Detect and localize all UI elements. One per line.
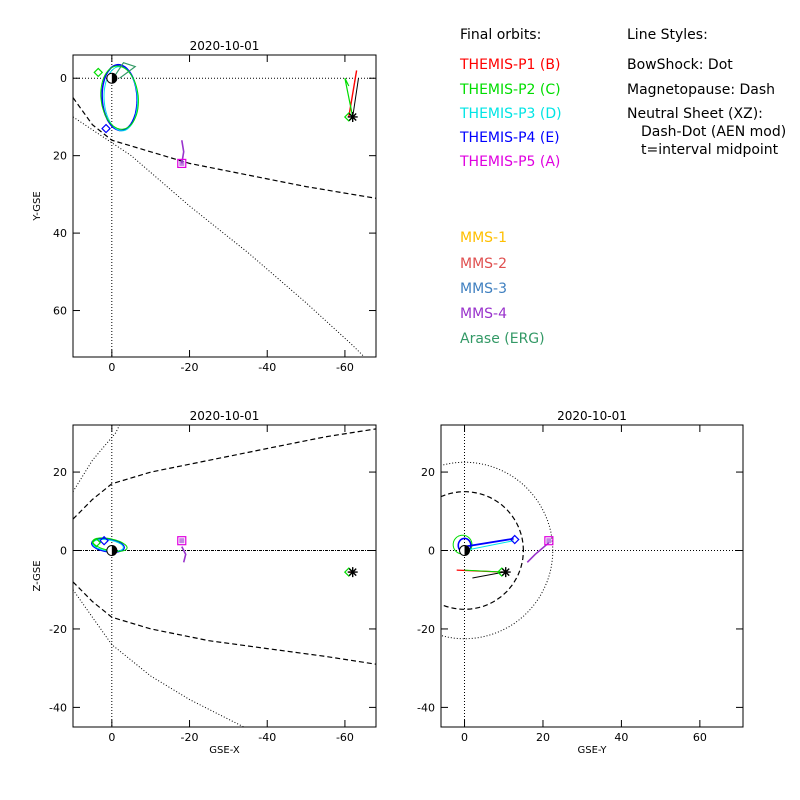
panel-title: 2020-10-01 (190, 409, 260, 423)
earth-night-side (111, 545, 117, 556)
y-tick-label: 0 (60, 545, 67, 558)
themis-p5-marker-fill (179, 160, 185, 166)
magnetopause-line (73, 97, 376, 199)
earth-night-side (464, 545, 470, 556)
legend-mms-3: MMS-3 (460, 281, 508, 297)
themis-p2-marker (93, 67, 104, 78)
themis-p1-track (348, 70, 358, 118)
mms-4-track (526, 542, 550, 563)
y-tick-label: -20 (417, 623, 435, 636)
bowshock-lower (73, 589, 245, 727)
themis-p5-marker-fill (546, 538, 552, 544)
x-axis-label: GSE-Y (578, 745, 608, 756)
themis-p1-star-marker (500, 567, 511, 578)
themis-p2-track (464, 569, 504, 573)
styles-bowshock: BowShock: Dot (627, 57, 733, 73)
y-axis-label: Y-GSE (32, 191, 43, 221)
legend-mms-1: MMS-1 (460, 230, 508, 246)
plot-frame (440, 424, 744, 728)
panel-xz: 0 -20 -40 -60 20 0 -20 -40 2020-10-01 GSE-X Z-GSE (32, 409, 377, 756)
bowshock-circle (441, 461, 554, 640)
themis-p2-marker (91, 537, 102, 548)
y-tick-label: 20 (53, 466, 67, 479)
themis-p3-track (464, 540, 514, 551)
y-tick-label: -40 (49, 701, 67, 714)
y-tick-label: 0 (428, 545, 435, 558)
magnetopause-circle (441, 491, 524, 610)
y-tick-label: 20 (421, 466, 435, 479)
styles-heading: Line Styles: (627, 27, 708, 43)
styles-aen: Dash-Dot (AEN mod) (641, 124, 787, 140)
x-tick-label: 20 (536, 731, 550, 744)
x-tick-label: -20 (181, 361, 199, 374)
y-tick-label: -40 (417, 701, 435, 714)
x-tick-label: -20 (181, 731, 199, 744)
themis-p4-orbit (91, 537, 125, 553)
themis-p3-orbit (103, 66, 138, 132)
styles-neutral-sheet: Neutral Sheet (XZ): (627, 106, 763, 122)
themis-p4-track (464, 537, 514, 548)
themis-p1-star-marker (347, 567, 358, 578)
x-tick-label: 0 (461, 731, 468, 744)
mms-4-track (181, 546, 187, 563)
panel-xy: 0 -20 -40 -60 0 20 40 60 2020-10-01 Y-GSE (32, 39, 377, 374)
themis-p5-marker (544, 536, 554, 546)
legend-heading: Final orbits: (460, 27, 542, 43)
x-tick-label: -40 (258, 361, 276, 374)
y-tick-label: -20 (49, 623, 67, 636)
themis-p4-marker (99, 535, 109, 546)
plot-frame (72, 424, 377, 728)
bowshock-line (73, 116, 366, 357)
legend-themis-p3: THEMIS-P3 (D) (460, 106, 562, 122)
x-tick-label: -60 (336, 731, 354, 744)
plot-area (73, 425, 376, 727)
legend-arase: Arase (ERG) (460, 331, 545, 347)
themis-p5-marker-fill (179, 538, 185, 544)
themis-p2-track (344, 77, 354, 118)
magnetopause-lower (73, 581, 376, 665)
legend-themis-p2: THEMIS-P2 (C) (460, 82, 561, 98)
styles-magnetopause: Magnetopause: Dash (627, 82, 776, 98)
themis-p5-marker (177, 158, 187, 169)
y-tick-label: 0 (60, 72, 67, 85)
styles-midpoint: t=interval midpoint (641, 142, 779, 158)
y-tick-label: 60 (53, 305, 67, 318)
themis-p5-marker (177, 536, 187, 546)
panel-yz: 0 20 40 60 20 0 -20 -40 2020-10-01 GSE-Y (417, 409, 744, 756)
themis-p2-orbit (100, 65, 139, 130)
x-tick-label: 60 (693, 731, 707, 744)
x-tick-label: -60 (336, 361, 354, 374)
y-tick-label: 20 (53, 150, 67, 163)
panel-title: 2020-10-01 (190, 39, 260, 53)
legend-themis-p4: THEMIS-P4 (E) (460, 130, 560, 146)
y-tick-label: 40 (53, 227, 67, 240)
x-tick-label: 40 (614, 731, 628, 744)
legend-themis-p5: THEMIS-P5 (A) (460, 154, 561, 170)
legend-mms-2: MMS-2 (460, 256, 508, 272)
magnetopause-upper (73, 428, 376, 520)
x-tick-label: 0 (108, 361, 115, 374)
legend-themis-p1: THEMIS-P1 (B) (460, 57, 561, 73)
panel-title: 2020-10-01 (557, 409, 627, 423)
themis-p1-star-marker (347, 111, 358, 122)
plot-area (73, 55, 376, 357)
black-track (352, 78, 359, 117)
themis-p4-marker (509, 534, 520, 545)
themis-p4-marker (101, 123, 111, 134)
arase-orbit (115, 61, 137, 79)
y-axis-label: Z-GSE (32, 560, 43, 591)
x-tick-label: -40 (258, 731, 276, 744)
x-axis-label: GSE-X (209, 745, 240, 756)
plot-frame (72, 54, 377, 358)
earth-night-side (111, 73, 117, 84)
themis-p4-orbit (101, 63, 139, 132)
x-tick-label: 0 (108, 731, 115, 744)
legend-mms-4: MMS-4 (460, 306, 508, 322)
bowshock-upper (73, 425, 121, 492)
